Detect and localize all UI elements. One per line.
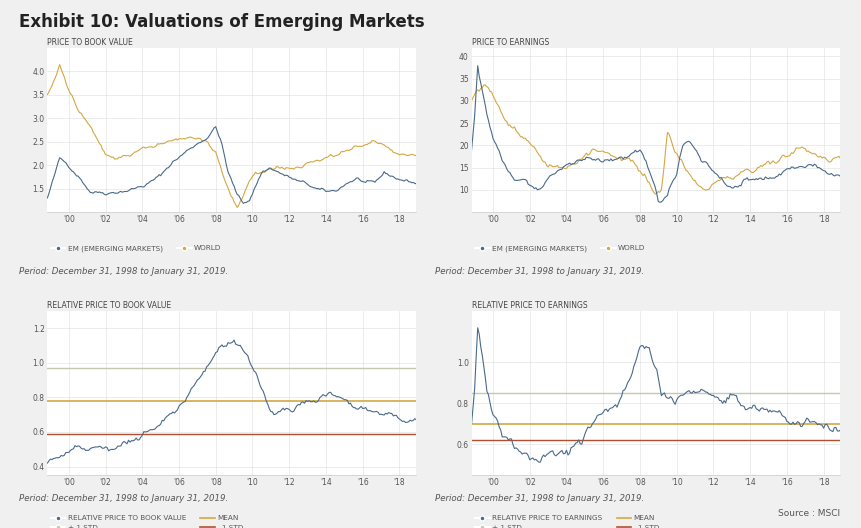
Legend: RELATIVE PRICE TO EARNINGS, + 1 STD, MEAN, - 1 STD: RELATIVE PRICE TO EARNINGS, + 1 STD, MEA… [474, 515, 659, 528]
Text: RELATIVE PRICE TO BOOK VALUE: RELATIVE PRICE TO BOOK VALUE [47, 301, 171, 310]
Legend: RELATIVE PRICE TO BOOK VALUE, + 1 STD, MEAN, - 1 STD: RELATIVE PRICE TO BOOK VALUE, + 1 STD, M… [51, 515, 243, 528]
Legend: EM (EMERGING MARKETS), WORLD: EM (EMERGING MARKETS), WORLD [474, 245, 645, 252]
Text: PRICE TO BOOK VALUE: PRICE TO BOOK VALUE [47, 37, 133, 47]
Text: Period: December 31, 1998 to January 31, 2019.: Period: December 31, 1998 to January 31,… [435, 267, 644, 276]
Text: RELATIVE PRICE TO EARNINGS: RELATIVE PRICE TO EARNINGS [471, 301, 586, 310]
Text: PRICE TO EARNINGS: PRICE TO EARNINGS [471, 37, 548, 47]
Text: Exhibit 10: Valuations of Emerging Markets: Exhibit 10: Valuations of Emerging Marke… [19, 13, 424, 31]
Text: Period: December 31, 1998 to January 31, 2019.: Period: December 31, 1998 to January 31,… [435, 494, 644, 503]
Legend: EM (EMERGING MARKETS), WORLD: EM (EMERGING MARKETS), WORLD [51, 245, 220, 252]
Text: Source : MSCI: Source : MSCI [777, 510, 839, 518]
Text: Period: December 31, 1998 to January 31, 2019.: Period: December 31, 1998 to January 31,… [19, 267, 228, 276]
Text: Period: December 31, 1998 to January 31, 2019.: Period: December 31, 1998 to January 31,… [19, 494, 228, 503]
